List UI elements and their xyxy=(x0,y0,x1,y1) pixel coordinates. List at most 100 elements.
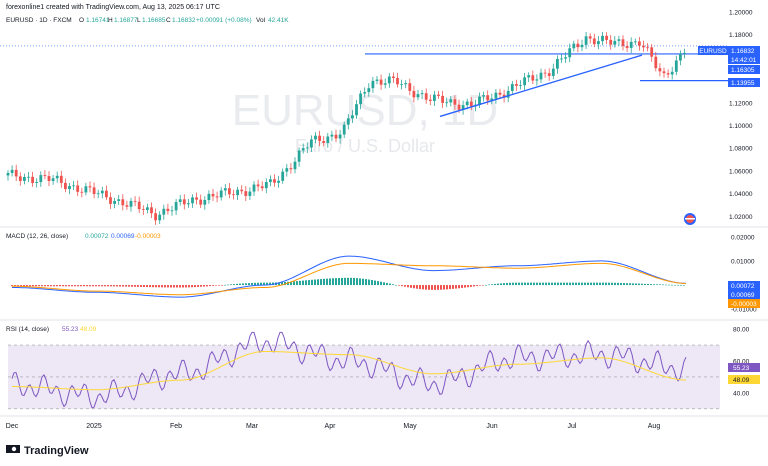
candle-body xyxy=(449,99,453,103)
candle-body xyxy=(285,168,289,172)
macd-hist-bar xyxy=(302,280,304,286)
candle-body xyxy=(412,90,416,98)
macd-hist-bar xyxy=(326,278,328,286)
macd-hist-bar xyxy=(485,284,487,286)
macd-hist-bar xyxy=(194,285,196,288)
candle-body xyxy=(187,203,190,205)
macd-hist-bar xyxy=(320,279,322,286)
candle-body xyxy=(531,75,535,81)
candle-body xyxy=(43,175,47,177)
macd-hist-bar xyxy=(260,282,262,286)
candle-body xyxy=(68,186,71,190)
candle-body xyxy=(662,71,666,74)
macd-hist-bar xyxy=(458,285,460,289)
macd-hist-bar xyxy=(311,279,313,286)
candle-body xyxy=(125,205,129,207)
macd-hist-bar xyxy=(563,282,565,286)
macd-hist-bar xyxy=(221,285,223,286)
time-axis-tick: Dec xyxy=(6,423,19,430)
macd-hist-bar xyxy=(479,285,481,286)
ohlc-vol-label: Vol xyxy=(256,17,266,24)
candle-body xyxy=(133,200,137,202)
macd-hist-bar xyxy=(125,285,127,287)
candle-body xyxy=(18,176,22,181)
rsi-tag-1-bg xyxy=(728,363,760,372)
macd-hist-bar xyxy=(452,285,454,289)
price-tags: EURUSD 1.16832 14:42:01 1.16305 1.13955 xyxy=(698,46,760,87)
candle-body xyxy=(27,176,30,178)
macd-hist-bar xyxy=(344,277,346,286)
macd-hist-bar xyxy=(62,285,64,287)
time-axis-tick: Mar xyxy=(246,423,259,430)
macd-hist-bar xyxy=(395,284,397,286)
candle-body xyxy=(355,104,358,116)
candle-body xyxy=(510,84,514,91)
macd-hist-bar xyxy=(176,285,178,288)
macd-tag-3: -0.00003 xyxy=(731,301,757,308)
candle-body xyxy=(174,202,178,211)
macd-hist-bar xyxy=(119,285,121,287)
macd-hist-bar xyxy=(560,282,562,286)
candle-body xyxy=(109,197,112,204)
macd-hist-bar xyxy=(512,282,514,286)
price-axis-tick: 1.06000 xyxy=(729,168,753,175)
candle-body xyxy=(297,150,301,162)
macd-hist-bar xyxy=(191,285,193,288)
macd-tag-1: 0.00072 xyxy=(731,283,755,290)
macd-hist-bar xyxy=(602,282,604,286)
macd-hist-bar xyxy=(167,285,169,288)
macd-hist-bar xyxy=(47,285,49,287)
macd-hist-bar xyxy=(266,282,268,286)
candle-body xyxy=(613,40,617,45)
candle-body xyxy=(252,184,256,192)
macd-hist-bar xyxy=(53,285,55,287)
level-1-tag-bg xyxy=(728,65,760,74)
candle-body xyxy=(162,208,166,215)
candle-body xyxy=(461,105,465,110)
candle-body xyxy=(228,188,231,195)
candle-body xyxy=(392,76,395,79)
trendline xyxy=(439,54,643,118)
macd-hist-bar xyxy=(59,285,61,287)
candles-layer xyxy=(6,31,686,225)
macd-hist-bar xyxy=(44,285,46,287)
macd-hist-bar xyxy=(443,285,445,290)
candle-body xyxy=(211,193,215,197)
candle-body xyxy=(6,172,10,176)
macd-hist-bar xyxy=(425,285,427,290)
price-axis-tick: 1.08000 xyxy=(729,146,753,153)
candle-body xyxy=(625,46,629,48)
level-1-tag: 1.16305 xyxy=(731,67,755,74)
macd-histogram xyxy=(11,277,685,290)
ohlc-h-value: 1.16877 xyxy=(114,17,138,24)
candle-body xyxy=(59,175,63,183)
macd-hist-bar xyxy=(296,281,298,286)
candle-body xyxy=(576,43,580,48)
macd-hist-bar xyxy=(362,278,364,286)
candle-body xyxy=(305,147,309,149)
macd-hist-bar xyxy=(524,282,526,286)
macd-hist-bar xyxy=(473,285,475,287)
time-axis-tick: Jun xyxy=(486,423,497,430)
macd-hist-bar xyxy=(218,285,220,286)
macd-hist-bar xyxy=(77,285,79,287)
macd-hist-bar xyxy=(380,281,382,286)
candle-body xyxy=(396,78,399,85)
candle-body xyxy=(92,187,96,195)
rsi-line xyxy=(11,331,687,409)
macd-hist-bar xyxy=(665,284,667,286)
macd-hist-bar xyxy=(278,282,280,286)
macd-hist-bar xyxy=(536,282,538,286)
macd-hist-bar xyxy=(11,285,13,287)
candle-body xyxy=(88,186,92,188)
candle-body xyxy=(55,175,59,179)
candle-body xyxy=(445,102,449,104)
macd-hist-bar xyxy=(371,280,373,286)
price-levels-layer xyxy=(0,45,728,82)
macd-hist-bar xyxy=(143,285,145,287)
ohlc-o-value: 1.16741 xyxy=(86,17,110,24)
macd-hist-bar xyxy=(503,283,505,286)
macd-hist-bar xyxy=(29,285,31,287)
candle-body xyxy=(498,92,502,95)
